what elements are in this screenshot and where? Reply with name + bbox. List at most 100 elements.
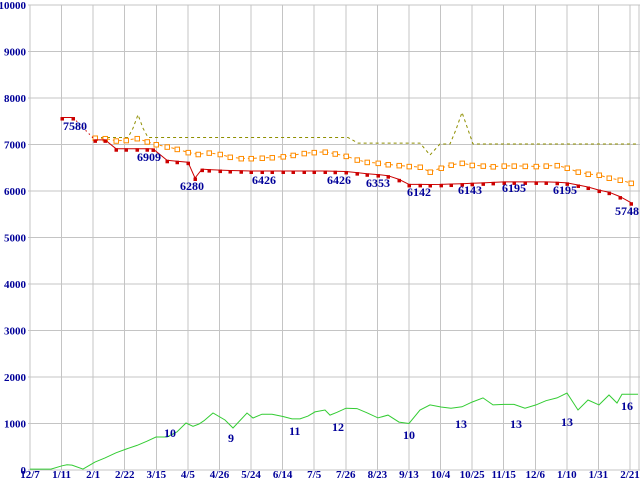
series-red-marker <box>386 175 390 179</box>
series-red-marker <box>576 184 580 188</box>
series-red-marker <box>114 148 118 152</box>
series-orange-marker <box>332 151 338 157</box>
series-orange-marker <box>459 160 465 167</box>
series-red-marker <box>228 170 232 174</box>
point-label-green: 11 <box>289 424 300 438</box>
x-tick-label: 12/6 <box>525 469 545 480</box>
series-red-marker <box>207 169 211 173</box>
series-orange-marker <box>469 162 475 169</box>
series-red-marker <box>175 160 179 165</box>
x-tick-label: 7/5 <box>307 469 322 480</box>
x-tick-label: 6/14 <box>273 469 293 480</box>
series-orange-marker <box>406 163 412 170</box>
y-tick-label: 4000 <box>4 279 27 291</box>
point-label-red: 6143 <box>458 183 482 197</box>
x-tick-label: 2/21 <box>620 469 640 480</box>
series-orange-marker <box>375 160 381 167</box>
series-orange-marker <box>564 165 570 171</box>
series-red-marker <box>193 177 197 181</box>
series-red-marker <box>481 182 485 186</box>
series-red-marker <box>145 148 149 152</box>
series-red-marker <box>407 183 411 188</box>
series-orange-marker <box>113 138 119 144</box>
series-red-marker <box>344 170 348 175</box>
series-red-marker <box>93 139 97 143</box>
x-tick-label: 1/10 <box>557 469 577 480</box>
series-orange-marker <box>585 171 591 178</box>
series-red-marker <box>460 183 464 187</box>
series-red-marker <box>239 170 243 174</box>
series-red-marker <box>618 196 622 200</box>
point-label-red: 6195 <box>502 181 526 195</box>
series-orange-marker <box>311 149 317 156</box>
series-red-marker <box>333 170 337 175</box>
series-red-marker <box>260 170 264 175</box>
series-red-marker <box>376 174 380 178</box>
series-red-marker <box>523 181 527 185</box>
series-red-marker <box>355 172 359 176</box>
point-label-red: 6195 <box>553 183 577 197</box>
point-label-red: 6426 <box>327 173 351 187</box>
series-orange-marker <box>490 164 496 170</box>
series-orange-marker <box>543 163 549 169</box>
series-red-line <box>72 117 96 141</box>
series-orange-marker <box>195 151 201 158</box>
series-orange-marker <box>354 157 360 163</box>
x-tick-label: 5/24 <box>241 469 261 480</box>
series-orange-marker <box>396 162 402 169</box>
series-orange-marker <box>164 144 170 150</box>
series-olive-line <box>101 110 637 156</box>
series-orange-marker <box>144 139 150 145</box>
x-tick-label: 7/26 <box>336 469 356 480</box>
point-label-green: 10 <box>164 426 176 440</box>
series-red-marker <box>60 117 64 121</box>
series-orange-marker <box>238 155 244 162</box>
series-orange-line <box>94 137 632 184</box>
series-red-marker <box>365 173 369 177</box>
x-tick-label: 11/15 <box>491 469 516 480</box>
series-red-marker <box>312 170 316 175</box>
point-label-red: 5748 <box>615 204 639 218</box>
point-label-green: 13 <box>510 417 522 431</box>
point-label-red: 6280 <box>180 179 204 193</box>
x-tick-label: 4/26 <box>210 469 230 480</box>
series-orange-marker <box>322 149 328 155</box>
point-label-green: 10 <box>403 428 415 442</box>
series-red-marker <box>491 181 495 186</box>
x-tick-label: 10/25 <box>460 469 486 480</box>
point-label-red: 7580 <box>63 119 87 133</box>
series-red-marker <box>597 189 601 194</box>
series-red-marker <box>151 148 155 152</box>
series-red-marker <box>291 170 295 175</box>
series-red-marker <box>565 182 569 186</box>
series-orange-marker <box>290 152 296 159</box>
series-red-marker <box>397 178 401 183</box>
series-red-marker <box>607 191 611 196</box>
series-red-marker <box>449 183 453 188</box>
series-orange-marker <box>185 149 191 156</box>
point-label-red: 6142 <box>407 185 431 199</box>
series-orange-marker <box>248 155 254 162</box>
series-orange-marker <box>438 165 444 171</box>
series-orange-marker <box>533 163 539 170</box>
x-tick-label: 9/13 <box>399 469 419 480</box>
series-orange-marker <box>554 162 560 169</box>
x-tick-label: 8/23 <box>368 469 388 480</box>
x-tick-label: 10/4 <box>431 469 451 480</box>
series-orange-marker <box>301 150 307 157</box>
series-orange-marker <box>575 169 581 175</box>
x-tick-label: 4/5 <box>181 469 196 480</box>
series-red-marker <box>270 170 274 175</box>
point-label-green: 12 <box>332 420 344 434</box>
x-tick-label: 2/1 <box>86 469 100 480</box>
series-orange-marker <box>153 142 159 148</box>
series-orange-marker <box>522 163 528 170</box>
series-orange-marker <box>227 154 233 161</box>
series-red-marker <box>428 183 432 188</box>
series-red-marker <box>323 170 327 175</box>
point-label-red: 6353 <box>366 176 390 190</box>
series-red-marker <box>186 161 190 166</box>
